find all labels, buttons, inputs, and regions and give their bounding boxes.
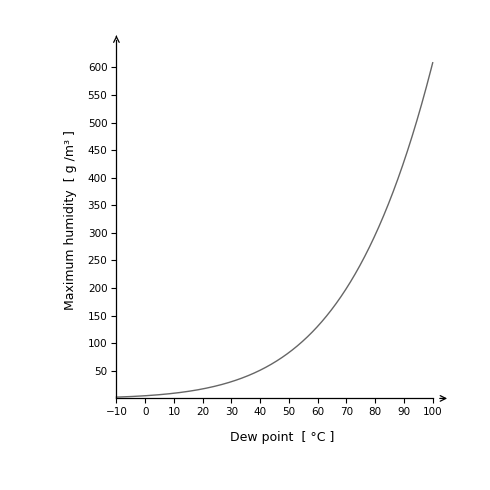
Y-axis label: Maximum humidity  [ g /m³ ]: Maximum humidity [ g /m³ ] <box>64 130 76 311</box>
X-axis label: Dew point  [ °C ]: Dew point [ °C ] <box>229 431 334 444</box>
